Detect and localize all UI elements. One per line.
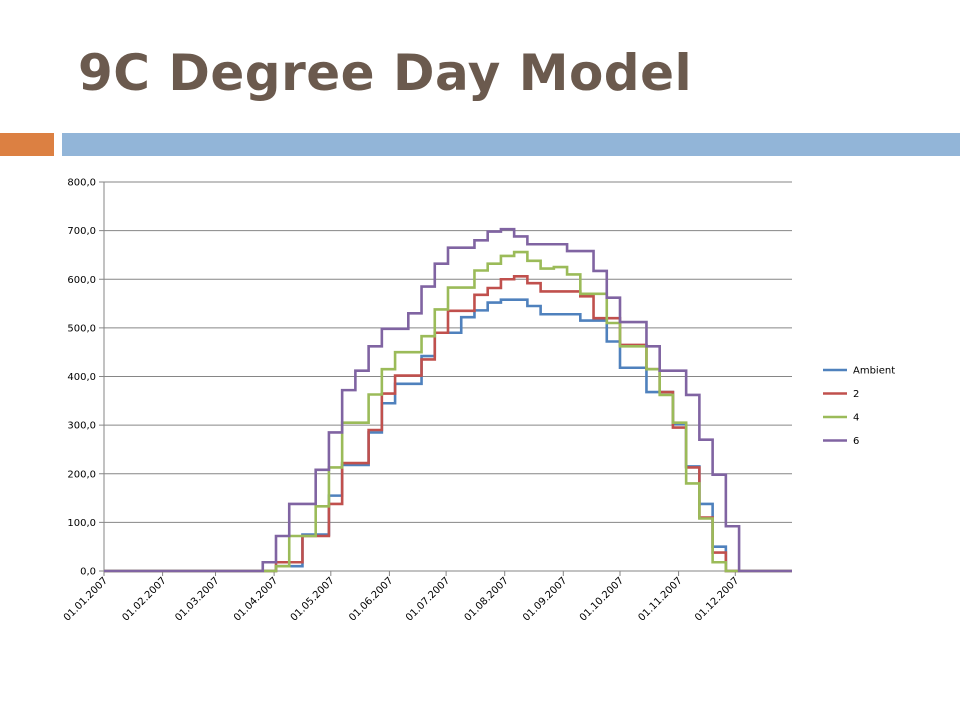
x-tick-label: 01.11.2007	[636, 575, 684, 623]
degree-day-chart: 0,0 100,0 200,0 300,0 400,0 500,0 600,0 700,0 80…	[62, 178, 895, 624]
x-tick-label: 01.01.2007	[62, 575, 110, 623]
y-tick-label: 600,0	[67, 275, 96, 286]
legend-label: 6	[853, 436, 859, 447]
x-tick-label: 01.10.2007	[578, 575, 626, 623]
accent-bar-orange	[0, 133, 54, 156]
y-tick-label: 400,0	[67, 372, 96, 383]
x-tick-label: 01.07.2007	[404, 575, 452, 623]
y-tick-label: 700,0	[67, 226, 96, 237]
x-tick-label: 01.09.2007	[521, 575, 569, 623]
series-line-4	[104, 250, 792, 573]
grid-lines	[99, 181, 792, 572]
series-line-ambient	[104, 298, 792, 573]
x-tick-label: 01.02.2007	[120, 575, 168, 623]
legend-label: 4	[853, 413, 859, 424]
accent-bar-blue	[62, 133, 960, 156]
y-tick-label: 100,0	[67, 518, 96, 529]
y-axis-ticks: 0,0 100,0 200,0 300,0 400,0 500,0 600,0 700,0 80…	[67, 178, 96, 578]
y-tick-label: 500,0	[67, 323, 96, 334]
x-tick-label: 01.08.2007	[463, 575, 511, 623]
x-tick-label: 01.06.2007	[347, 575, 395, 623]
y-tick-label: 300,0	[67, 421, 96, 432]
series-line-6	[104, 227, 792, 573]
legend: Ambient 2 4 6	[823, 366, 895, 447]
x-tick-label: 01.03.2007	[173, 575, 221, 623]
slide-title: 9C Degree Day Model	[78, 44, 693, 102]
x-tick-label: 01.04.2007	[232, 575, 280, 623]
y-tick-label: 800,0	[67, 178, 96, 189]
x-tick-label: 01.05.2007	[289, 575, 337, 623]
y-tick-label: 0,0	[80, 567, 96, 578]
y-tick-label: 200,0	[67, 469, 96, 480]
legend-label: Ambient	[853, 366, 895, 377]
x-axis-ticks: 01.01.2007 01.02.2007 01.03.2007 01.04.2007…	[62, 571, 741, 624]
series-lines	[104, 227, 792, 573]
series-line-2	[104, 275, 792, 573]
legend-label: 2	[853, 389, 859, 400]
x-tick-label: 01.12.2007	[693, 575, 741, 623]
